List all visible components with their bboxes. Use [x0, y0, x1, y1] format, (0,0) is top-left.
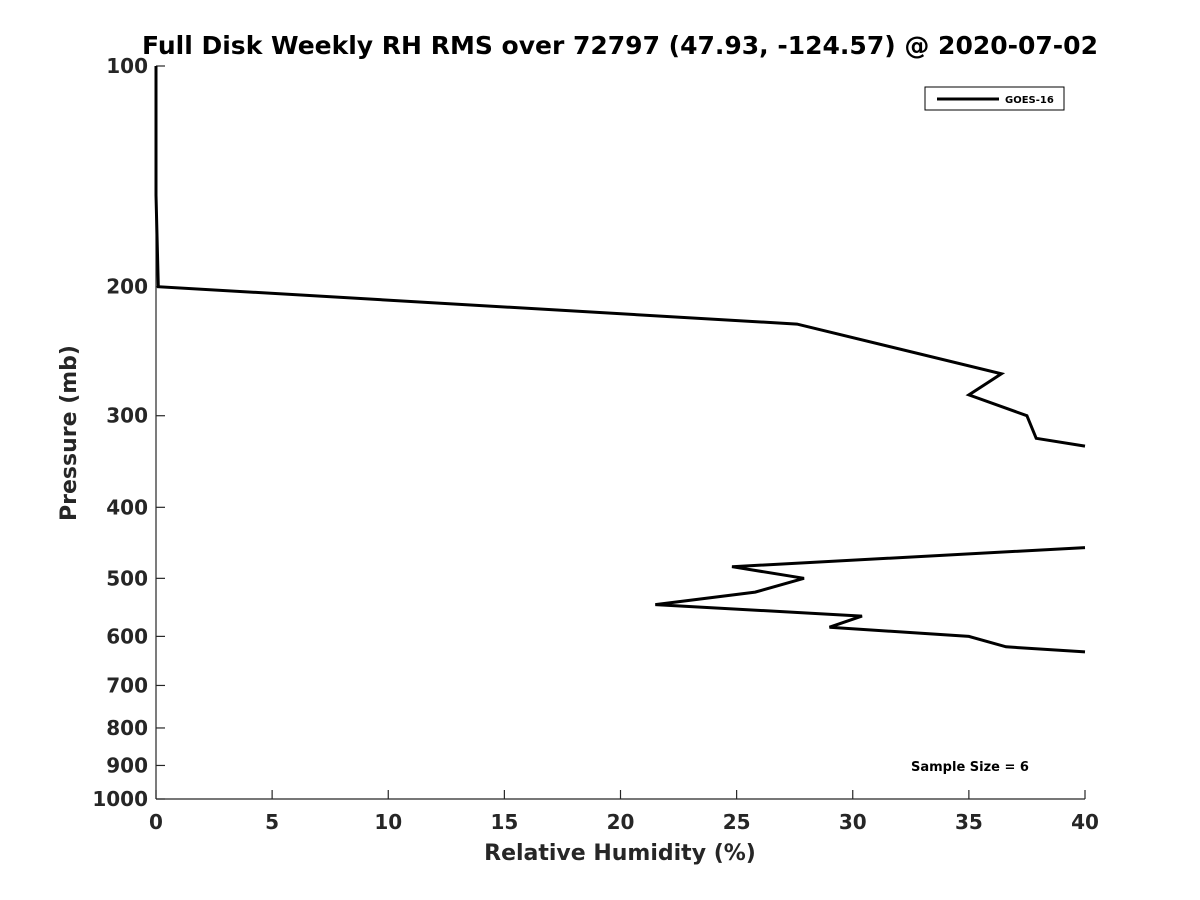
- sample-size-annotation: Sample Size = 6: [911, 760, 1029, 775]
- chart-title: Full Disk Weekly RH RMS over 72797 (47.9…: [142, 31, 1098, 60]
- legend: GOES-16: [924, 86, 1065, 111]
- x-tick-label: 10: [374, 810, 402, 834]
- y-ticks: 100 200 300 400 500 600 700 800 900 1000: [92, 54, 165, 811]
- x-tick-label: 20: [607, 810, 635, 834]
- y-tick-label: 600: [106, 624, 148, 648]
- x-tick-label: 25: [723, 810, 751, 834]
- y-axis-label: Pressure (mb): [57, 345, 82, 521]
- y-tick-label: 900: [106, 753, 148, 777]
- legend-label-goes-16: GOES-16: [1005, 95, 1054, 106]
- y-tick-label: 1000: [92, 787, 148, 811]
- x-tick-label: 35: [955, 810, 983, 834]
- y-tick-label: 400: [106, 495, 148, 519]
- y-tick-label: 800: [106, 716, 148, 740]
- y-tick-label: 700: [106, 673, 148, 697]
- y-tick-label: 300: [106, 404, 148, 428]
- x-tick-label: 0: [149, 810, 163, 834]
- x-tick-label: 15: [490, 810, 518, 834]
- series-line-goes-16: [655, 546, 1086, 654]
- y-tick-label: 500: [106, 566, 148, 590]
- series-line-goes-16: [154, 66, 1086, 448]
- series-layer: [154, 66, 1086, 654]
- x-tick-label: 30: [839, 810, 867, 834]
- x-ticks: 0 5 10 15 20 25 30 35 40: [149, 790, 1099, 834]
- y-tick-label: 100: [106, 54, 148, 78]
- y-tick-label: 200: [106, 275, 148, 299]
- x-tick-label: 5: [265, 810, 279, 834]
- plot-area: 0 5 10 15 20 25 30 35 40 100 200 300 400 500 600 700 80…: [92, 54, 1099, 834]
- x-tick-label: 40: [1071, 810, 1099, 834]
- x-axis-label: Relative Humidity (%): [484, 841, 756, 866]
